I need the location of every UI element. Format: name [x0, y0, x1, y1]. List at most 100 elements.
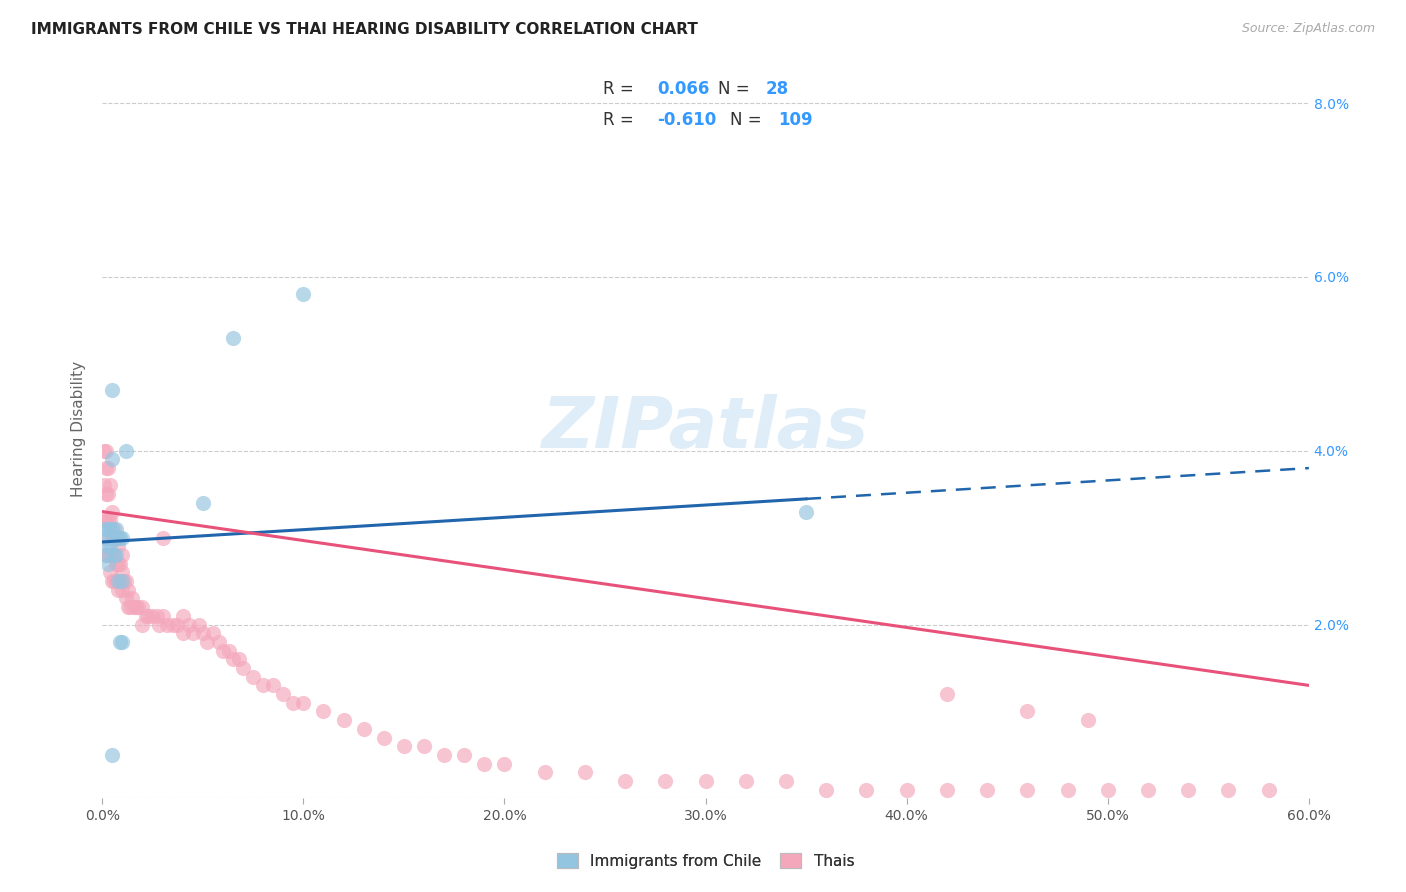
Text: IMMIGRANTS FROM CHILE VS THAI HEARING DISABILITY CORRELATION CHART: IMMIGRANTS FROM CHILE VS THAI HEARING DI…: [31, 22, 697, 37]
Point: [105, 574, 128, 588]
Point: [110, 635, 132, 649]
Point: [472, 756, 495, 771]
Point: [1077, 713, 1099, 727]
Point: [201, 626, 224, 640]
Point: [98, 513, 121, 527]
Point: [105, 548, 128, 562]
Point: [283, 696, 305, 710]
Point: [115, 574, 138, 588]
Point: [145, 608, 167, 623]
Point: [97, 513, 120, 527]
Point: [103, 522, 125, 536]
Point: [533, 765, 555, 780]
Point: [98, 478, 121, 492]
Point: [413, 739, 436, 754]
Point: [815, 782, 838, 797]
Point: [107, 531, 129, 545]
Point: [494, 756, 516, 771]
Point: [177, 617, 200, 632]
Point: [98, 548, 121, 562]
Point: [110, 557, 132, 571]
Text: R =: R =: [603, 79, 634, 97]
Text: R =: R =: [603, 112, 634, 129]
Point: [614, 774, 637, 789]
Point: [166, 617, 188, 632]
Point: [112, 574, 135, 588]
Point: [111, 635, 134, 649]
Point: [98, 522, 121, 536]
Point: [101, 574, 124, 588]
Text: ZIPatlas: ZIPatlas: [541, 394, 869, 464]
Point: [1177, 782, 1199, 797]
Point: [96, 548, 118, 562]
Point: [101, 531, 124, 545]
Text: 28: 28: [766, 79, 789, 97]
Point: [976, 782, 998, 797]
Point: [1218, 782, 1240, 797]
Point: [212, 643, 235, 657]
Point: [117, 600, 139, 615]
Point: [155, 617, 177, 632]
Point: [574, 765, 596, 780]
Point: [218, 643, 240, 657]
Point: [1056, 782, 1078, 797]
Point: [392, 739, 415, 754]
Text: N =: N =: [730, 112, 761, 129]
Point: [117, 582, 139, 597]
Point: [105, 557, 128, 571]
Point: [110, 574, 132, 588]
Point: [222, 652, 245, 666]
Point: [107, 574, 129, 588]
Point: [172, 626, 194, 640]
Point: [242, 670, 264, 684]
Point: [107, 557, 129, 571]
Point: [1257, 782, 1279, 797]
Point: [1017, 782, 1039, 797]
Point: [93, 478, 115, 492]
Point: [111, 566, 134, 580]
Point: [271, 687, 294, 701]
Text: Source: ZipAtlas.com: Source: ZipAtlas.com: [1241, 22, 1375, 36]
Point: [131, 617, 153, 632]
Point: [292, 696, 315, 710]
Text: -0.610: -0.610: [657, 112, 717, 129]
Point: [1136, 782, 1159, 797]
Point: [96, 548, 118, 562]
Point: [97, 539, 120, 553]
Point: [135, 608, 157, 623]
Point: [896, 782, 918, 797]
Point: [125, 600, 148, 615]
Point: [98, 539, 121, 553]
Point: [110, 531, 132, 545]
Point: [103, 574, 125, 588]
Point: [208, 635, 231, 649]
Point: [292, 287, 315, 301]
Point: [353, 722, 375, 736]
Point: [105, 522, 128, 536]
Point: [1097, 782, 1119, 797]
Point: [433, 747, 456, 762]
Point: [111, 531, 134, 545]
Point: [775, 774, 797, 789]
Point: [162, 617, 184, 632]
Point: [152, 608, 174, 623]
Point: [103, 548, 125, 562]
Point: [148, 617, 170, 632]
Point: [105, 531, 128, 545]
Point: [172, 608, 194, 623]
Point: [96, 531, 118, 545]
Point: [101, 522, 124, 536]
Point: [228, 652, 250, 666]
Point: [695, 774, 717, 789]
Point: [332, 713, 354, 727]
Point: [1017, 705, 1039, 719]
Point: [191, 626, 214, 640]
Point: [101, 548, 124, 562]
Point: [97, 461, 120, 475]
Point: [93, 443, 115, 458]
Point: [794, 504, 817, 518]
Point: [453, 747, 475, 762]
Point: [373, 731, 395, 745]
Point: [855, 782, 877, 797]
Text: N =: N =: [717, 79, 749, 97]
